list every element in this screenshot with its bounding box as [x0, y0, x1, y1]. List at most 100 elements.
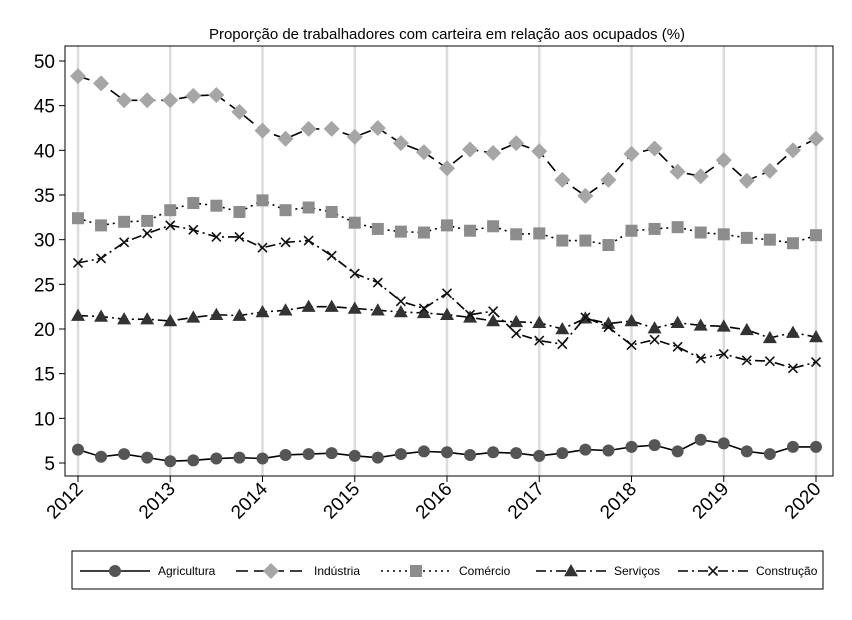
data-point-construcao	[303, 235, 314, 246]
y-tick-label: 25	[34, 275, 55, 296]
y-tick-label: 35	[34, 186, 55, 207]
series-line-servicos	[77, 305, 817, 339]
legend-label: Comércio	[459, 564, 511, 578]
data-point-comercio	[233, 205, 246, 218]
data-point-industria	[485, 145, 502, 162]
y-tick-label: 50	[34, 52, 55, 73]
legend-label: Agricultura	[158, 564, 216, 578]
data-point-construcao	[464, 309, 476, 320]
data-point-construcao	[810, 356, 822, 368]
data-point-construcao	[395, 296, 406, 307]
data-point-agricultura	[95, 450, 108, 463]
data-point-construcao	[349, 268, 360, 279]
data-point-agricultura	[763, 448, 776, 461]
data-point-industria	[208, 86, 225, 103]
data-point-industria	[392, 135, 409, 152]
data-point-servicos	[140, 312, 155, 325]
data-point-industria	[623, 145, 640, 162]
data-point-industria	[70, 68, 86, 85]
data-point-agricultura	[810, 440, 822, 453]
data-point-comercio	[533, 227, 546, 240]
data-point-comercio	[464, 224, 477, 237]
data-point-construcao	[418, 303, 430, 314]
data-point-agricultura	[302, 448, 315, 461]
data-point-agricultura	[118, 448, 131, 461]
data-point-construcao	[718, 348, 729, 360]
data-point-agricultura	[533, 449, 546, 462]
data-point-servicos	[324, 299, 339, 312]
data-point-servicos	[739, 322, 754, 336]
data-point-servicos	[71, 308, 85, 321]
data-point-comercio	[579, 234, 592, 247]
x-tick-label: 2015	[320, 479, 365, 524]
data-point-servicos	[255, 305, 270, 318]
data-point-industria	[577, 187, 594, 204]
x-tick-label: 2017	[504, 479, 549, 524]
data-point-industria	[531, 143, 548, 160]
data-point-construcao	[672, 341, 683, 352]
data-point-agricultura	[464, 448, 477, 461]
data-point-comercio	[671, 221, 684, 234]
data-point-industria	[808, 130, 824, 147]
data-point-comercio	[648, 222, 661, 235]
data-point-agricultura	[717, 437, 730, 450]
data-point-industria	[784, 142, 801, 159]
data-point-servicos	[232, 308, 247, 321]
data-point-servicos	[509, 314, 524, 328]
data-point-construcao	[557, 339, 568, 350]
series-servicos	[71, 299, 823, 344]
data-point-comercio	[325, 205, 338, 218]
data-point-agricultura	[210, 452, 223, 465]
data-point-comercio	[487, 220, 500, 233]
grid	[76, 46, 818, 476]
data-point-servicos	[393, 305, 408, 318]
data-point-industria	[346, 128, 363, 145]
legend-item-servicos: Serviços	[536, 564, 660, 578]
data-point-agricultura	[141, 451, 154, 464]
data-point-industria	[715, 152, 732, 169]
data-point-industria	[323, 120, 340, 137]
y-tick-label: 20	[34, 320, 55, 341]
data-point-servicos	[209, 307, 224, 320]
data-point-agricultura	[371, 451, 384, 464]
legend-marker	[109, 565, 121, 577]
data-point-comercio	[510, 228, 523, 241]
data-point-agricultura	[441, 446, 453, 459]
data-point-industria	[439, 160, 455, 177]
data-point-servicos	[278, 303, 293, 316]
data-point-construcao	[695, 353, 706, 364]
data-point-comercio	[256, 194, 269, 207]
data-point-industria	[761, 162, 778, 179]
data-point-comercio	[786, 237, 799, 250]
series-industria	[70, 68, 824, 204]
data-point-comercio	[717, 228, 730, 241]
data-point-industria	[600, 171, 617, 188]
legend-item-agricultura: Agricultura	[80, 564, 216, 578]
data-point-agricultura	[348, 449, 361, 462]
data-point-agricultura	[325, 447, 338, 460]
data-point-servicos	[809, 330, 823, 343]
data-point-comercio	[279, 204, 292, 217]
legend-label: Indústria	[314, 564, 360, 578]
data-point-construcao	[188, 224, 199, 235]
data-point-servicos	[555, 322, 570, 335]
data-point-comercio	[602, 239, 615, 252]
data-point-construcao	[119, 237, 130, 248]
legend-item-industria: Indústria	[236, 563, 360, 579]
data-point-industria	[300, 120, 317, 137]
data-point-industria	[139, 92, 156, 109]
data-point-agricultura	[740, 445, 753, 458]
data-point-industria	[738, 172, 755, 189]
data-point-comercio	[441, 219, 453, 232]
data-point-servicos	[440, 307, 454, 320]
data-point-construcao	[534, 335, 545, 346]
x-tick-label: 2019	[689, 479, 734, 524]
series-group	[70, 68, 824, 468]
data-point-construcao	[626, 340, 637, 351]
data-point-construcao	[580, 312, 591, 323]
legend-item-construcao: Construção	[678, 564, 818, 578]
data-point-agricultura	[394, 448, 407, 461]
data-point-construcao	[165, 220, 176, 231]
data-point-comercio	[118, 215, 131, 228]
